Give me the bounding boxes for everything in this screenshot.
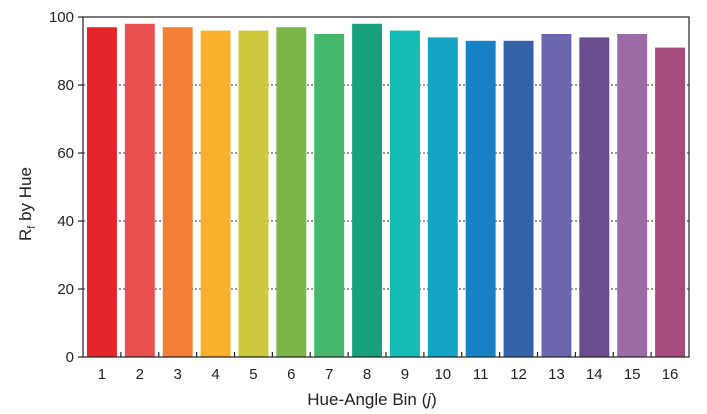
x-tick-label: 11 (473, 366, 489, 383)
bar-bin-2 (124, 23, 155, 358)
bar-bin-12 (503, 40, 534, 358)
y-axis-title: Rf by Hue (16, 167, 38, 241)
x-tick-label: 5 (249, 366, 257, 383)
x-tick-label: 9 (401, 366, 409, 383)
bar-bin-6 (276, 27, 307, 357)
bar-bin-16 (655, 47, 686, 357)
x-tick-label: 1 (98, 366, 106, 383)
x-tick-label: 16 (662, 366, 679, 383)
x-tick-label: 3 (174, 366, 182, 383)
y-tick-label: 100 (49, 9, 74, 26)
x-tick-label: 2 (136, 366, 144, 383)
x-tick-label: 8 (363, 366, 371, 383)
bar-bin-4 (200, 30, 231, 357)
bar-bin-7 (314, 34, 345, 357)
bars (86, 23, 686, 358)
y-tick-labels: 0 20 40 60 80 100 (49, 9, 74, 366)
y-tick-label: 0 (66, 349, 74, 366)
x-tick-label: 10 (434, 366, 451, 383)
bar-bin-5 (238, 30, 269, 357)
x-tick-label: 7 (325, 366, 333, 383)
y-tick-label: 40 (57, 213, 74, 230)
bar-bin-10 (427, 37, 458, 358)
bar-bin-8 (352, 23, 383, 358)
bar-bin-11 (465, 40, 496, 358)
x-tick-labels: 1 2 3 4 5 6 7 8 9 10 11 12 13 14 15 16 (98, 366, 679, 383)
bar-bin-3 (162, 27, 193, 357)
x-axis-title: Hue-Angle Bin (j) (307, 390, 436, 409)
bar-bin-15 (617, 34, 648, 357)
y-tick-label: 60 (57, 145, 74, 162)
x-tick-label: 4 (211, 366, 219, 383)
x-tick-label: 14 (586, 366, 603, 383)
bar-bin-9 (389, 30, 420, 357)
bar-bin-1 (86, 27, 117, 357)
x-tick-label: 12 (510, 366, 527, 383)
x-tick-label: 6 (287, 366, 295, 383)
y-tick-label: 20 (57, 281, 74, 298)
x-tick-label: 13 (548, 366, 565, 383)
axis-ticks (78, 16, 652, 358)
bar-bin-14 (579, 37, 610, 358)
y-tick-label: 80 (57, 77, 74, 94)
x-tick-label: 15 (624, 366, 641, 383)
bar-bin-13 (541, 34, 572, 357)
